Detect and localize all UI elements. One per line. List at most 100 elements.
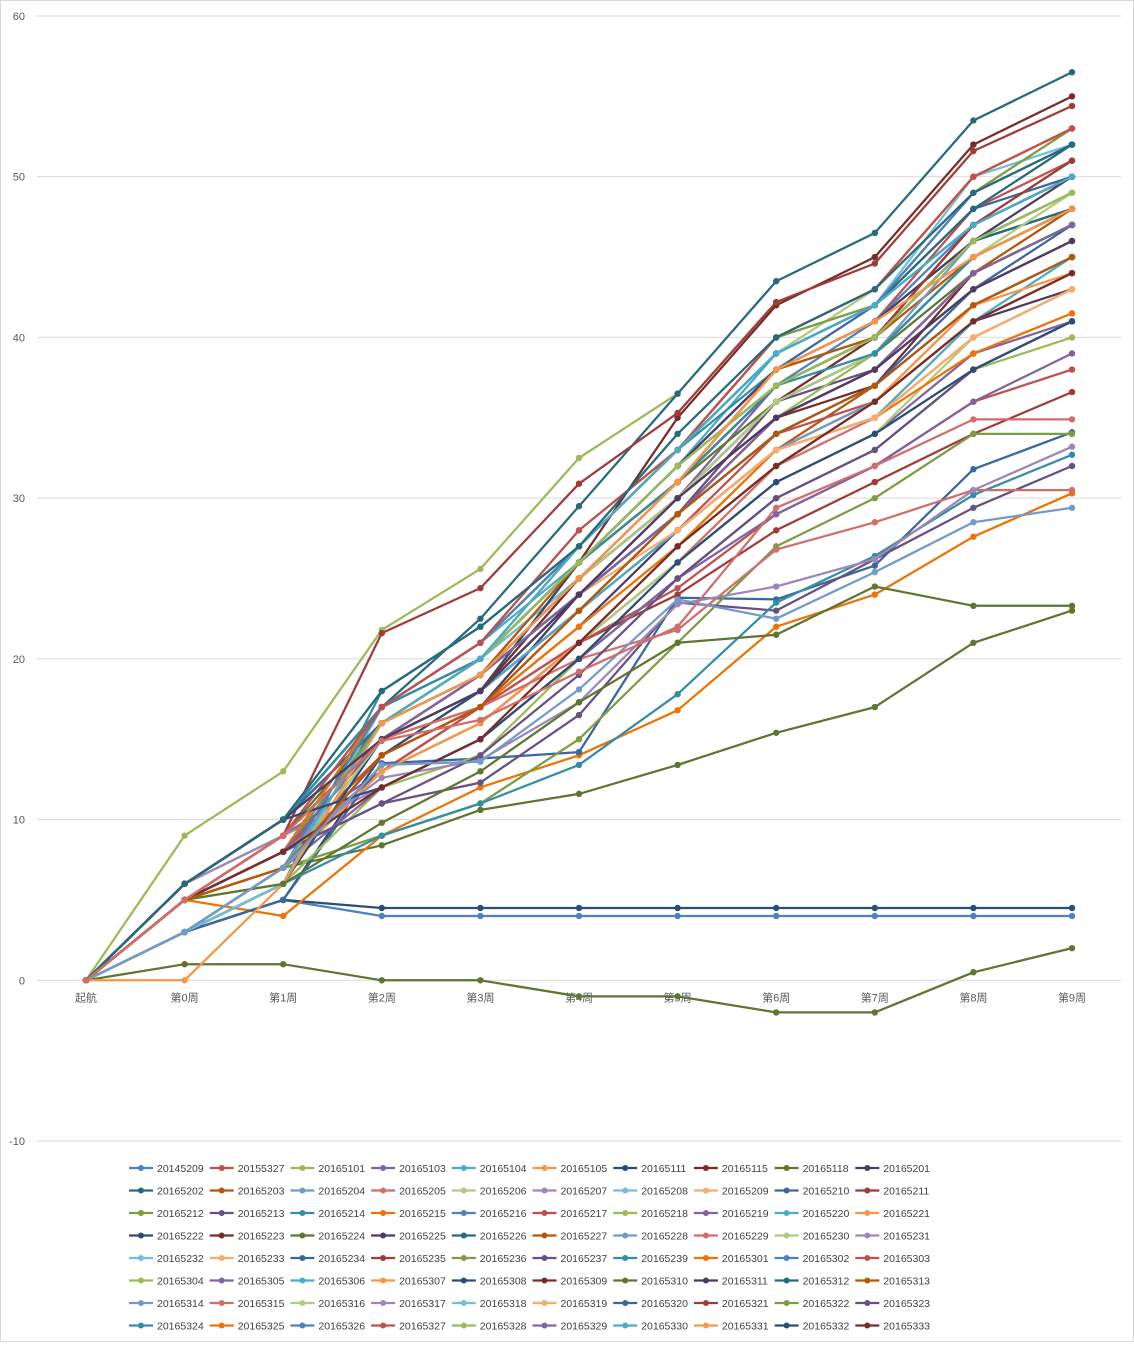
legend-label: 20165115: [722, 1163, 768, 1175]
series-line: [85, 898, 1072, 982]
legend-swatch-marker: [138, 1187, 144, 1194]
data-point: [575, 736, 583, 743]
y-tick-label: 30: [13, 493, 25, 505]
legend-label: 20165205: [399, 1186, 446, 1198]
legend-swatch-marker: [864, 1210, 871, 1216]
legend-swatch-marker: [299, 1187, 306, 1194]
data-point: [871, 583, 878, 590]
series-line: [85, 898, 1072, 982]
legend-label: 20165303: [883, 1253, 930, 1265]
series-20165118: [82, 607, 1076, 984]
legend-label: 20165207: [561, 1186, 608, 1198]
legend-swatch-marker: [783, 1165, 790, 1171]
data-point: [674, 761, 681, 769]
legend-swatch-marker: [541, 1210, 548, 1216]
series-20155327: [82, 157, 1076, 984]
data-point: [674, 591, 681, 598]
legend-swatch-marker: [783, 1232, 790, 1239]
data-point: [970, 519, 977, 526]
data-point: [1068, 486, 1076, 494]
data-point: [575, 502, 583, 510]
legend-label: 20165211: [883, 1186, 929, 1198]
data-point: [477, 716, 484, 724]
data-point: [773, 398, 780, 405]
series-20165302: [82, 253, 1076, 984]
data-point: [773, 904, 780, 912]
data-point: [773, 298, 780, 306]
legend-label: 20165202: [157, 1186, 204, 1198]
legend-swatch-marker: [541, 1322, 548, 1329]
legend-label: 20165310: [641, 1276, 688, 1288]
legend-item: 20165321: [693, 1298, 769, 1310]
data-point: [674, 446, 681, 454]
data-point: [970, 904, 977, 912]
data-point: [773, 414, 780, 421]
series-20165337: [82, 253, 1076, 984]
data-point: [970, 486, 977, 494]
legend-item: 20165205: [371, 1186, 446, 1198]
legend-swatch-marker: [218, 1187, 225, 1194]
legend-item: 20165118: [774, 1163, 849, 1175]
legend-swatch-marker: [864, 1165, 871, 1171]
legend-swatch-marker: [299, 1300, 306, 1306]
legend-swatch-marker: [138, 1255, 144, 1261]
data-point: [674, 478, 681, 486]
legend-item: 20165206: [451, 1186, 527, 1198]
legend-label: 20165230: [803, 1231, 850, 1243]
data-point: [970, 253, 977, 261]
legend-label: 20165326: [318, 1321, 365, 1333]
data-point: [1068, 173, 1076, 180]
y-tick-label: 20: [13, 654, 25, 666]
data-point: [378, 719, 385, 727]
legend-label: 20165322: [803, 1298, 850, 1310]
data-point: [1068, 318, 1076, 325]
legend-swatch-marker: [299, 1165, 306, 1171]
data-point: [1068, 607, 1076, 614]
legend-label: 20165216: [480, 1208, 527, 1220]
data-point: [773, 615, 780, 622]
data-point: [477, 800, 484, 807]
legend-item: 20165333: [855, 1321, 930, 1333]
data-point: [1068, 462, 1076, 470]
data-point: [773, 494, 780, 502]
data-point: [378, 752, 385, 759]
data-point: [378, 912, 385, 920]
data-point: [970, 466, 977, 473]
data-point: [575, 761, 583, 769]
data-point: [970, 504, 977, 511]
legend-item: 20165322: [774, 1298, 850, 1310]
data-point: [773, 546, 780, 553]
legend-item: 20165235: [371, 1253, 446, 1265]
data-point: [773, 446, 780, 454]
data-point: [871, 478, 878, 486]
legend-swatch-marker: [299, 1232, 306, 1239]
data-point: [773, 478, 780, 486]
data-point: [773, 912, 780, 920]
legend-item: 20165301: [693, 1253, 769, 1265]
data-point: [575, 993, 583, 1000]
series-line: [85, 256, 1073, 982]
legend-item: 20165327: [371, 1321, 446, 1333]
legend-swatch-marker: [218, 1255, 225, 1261]
data-point: [1068, 205, 1076, 213]
legend-swatch-marker: [299, 1255, 306, 1261]
legend-swatch-marker: [864, 1300, 871, 1306]
data-point: [773, 462, 780, 470]
legend-swatch-marker: [541, 1232, 548, 1239]
data-point: [1068, 334, 1076, 341]
data-point: [181, 880, 188, 888]
data-point: [378, 703, 385, 711]
legend-label: 20165224: [318, 1231, 365, 1243]
legend-label: 20165219: [722, 1208, 769, 1220]
legend-swatch-marker: [218, 1165, 225, 1171]
data-point: [575, 591, 583, 598]
data-point: [970, 173, 977, 180]
legend-swatch-marker: [380, 1322, 387, 1329]
data-point: [378, 904, 385, 912]
data-point: [1068, 125, 1076, 132]
legend-label: 20165208: [641, 1186, 688, 1198]
legend-swatch-marker: [541, 1187, 548, 1194]
data-point: [970, 189, 977, 196]
legend-item: 20165218: [613, 1208, 688, 1220]
series-20165211: [82, 102, 1076, 984]
